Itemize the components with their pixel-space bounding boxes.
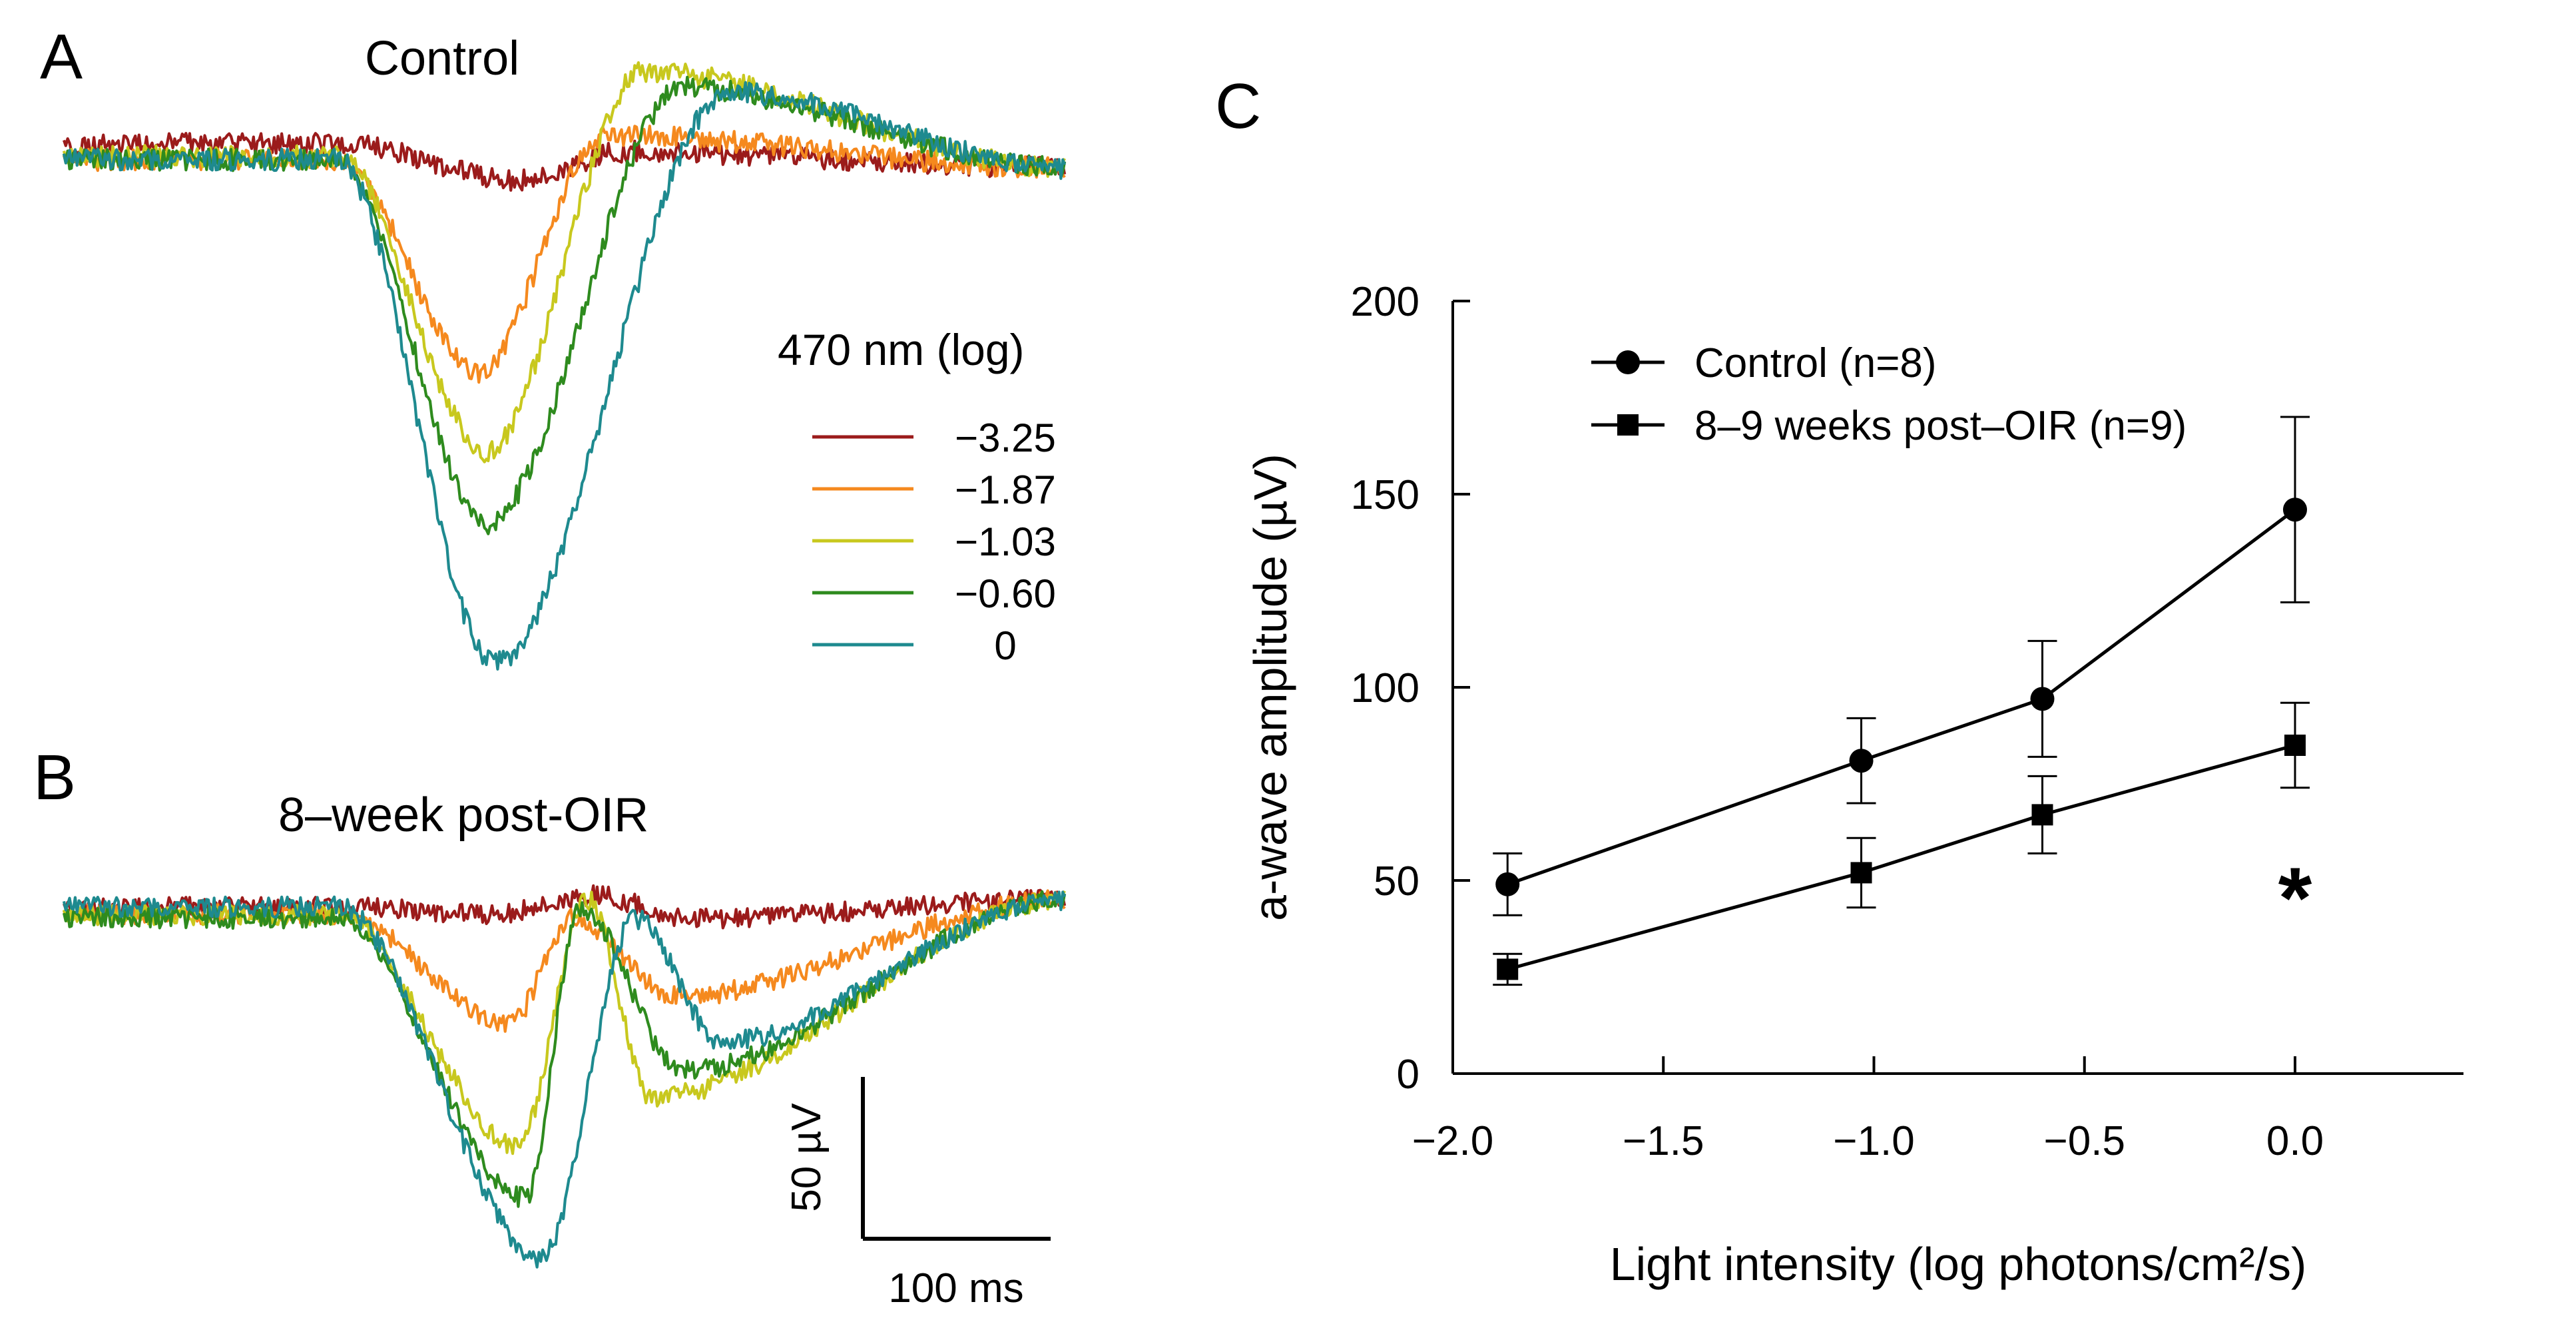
panel-b-traces	[62, 884, 1067, 1269]
x-tick-label: −2.0	[1412, 1118, 1493, 1164]
trace-b-0	[63, 884, 1067, 930]
significance-asterisk: *	[2278, 849, 2312, 946]
trace-b-4	[62, 890, 1067, 1269]
x-tick-label: −1.0	[1833, 1118, 1914, 1164]
data-point-1-2	[2031, 804, 2053, 826]
trace-a-3	[62, 75, 1067, 535]
trace-legend-label-3: −0.60	[955, 571, 1056, 616]
trace-legend-label-4: 0	[994, 623, 1016, 668]
trace-legend-label-0: −3.25	[955, 416, 1056, 460]
panel-c-letter: C	[1215, 71, 1261, 142]
scale-bar-horizontal-label: 100 ms	[888, 1265, 1023, 1311]
trace-a-4	[62, 81, 1067, 671]
trace-legend-label-2: −1.03	[955, 519, 1056, 564]
data-point-0-2	[2030, 687, 2055, 711]
trace-a-0	[63, 132, 1067, 192]
y-tick-label: 0	[1397, 1052, 1419, 1098]
series-line-1	[1507, 743, 2296, 971]
data-point-1-0	[1497, 958, 1519, 980]
panel-a-letter: A	[40, 21, 83, 93]
legend-marker-0	[1616, 350, 1640, 374]
x-axis-label: Light intensity (log photons/cm²/s)	[1610, 1238, 2307, 1290]
panel-a-traces	[62, 61, 1067, 671]
data-point-0-3	[2283, 498, 2307, 522]
data-point-1-3	[2284, 735, 2306, 756]
y-tick-label: 150	[1351, 472, 1419, 518]
y-axis-label: a-wave amplitude (µV)	[1244, 454, 1296, 921]
panel-b-letter: B	[33, 742, 76, 813]
y-tick-label: 50	[1374, 858, 1419, 904]
trace-legend: 470 nm (log) −3.25 −1.87 −1.03 −0.60 0	[778, 325, 1056, 668]
panel-c-chart: 0 50 100 150 200 −2.0 −1.5 −1.0 −0.5 0.0 a-wave am…	[1244, 279, 2463, 1290]
panel-b-title: 8–week post-OIR	[278, 789, 648, 842]
scale-bar-vertical-label: 50 µV	[784, 1103, 830, 1212]
y-tick-label: 200	[1351, 279, 1419, 325]
trace-legend-label-1: −1.87	[955, 468, 1056, 512]
x-tick-label: 0.0	[2266, 1118, 2324, 1164]
scale-bar: 50 µV 100 ms	[784, 1077, 1051, 1311]
x-tick-label: −0.5	[2044, 1118, 2125, 1164]
y-tick-label: 100	[1351, 665, 1419, 711]
x-tick-label: −1.5	[1623, 1118, 1704, 1164]
legend-marker-1	[1617, 414, 1639, 436]
trace-a-2	[62, 61, 1066, 464]
data-point-1-1	[1850, 862, 1872, 884]
panel-a-title: Control	[365, 32, 519, 85]
data-point-0-1	[1849, 749, 1874, 773]
series-line-0	[1507, 508, 2296, 886]
data-point-0-0	[1495, 872, 1520, 896]
legend-label-1: 8–9 weeks post–OIR (n=9)	[1694, 403, 2187, 449]
trace-legend-title: 470 nm (log)	[778, 325, 1025, 374]
trace-b-3	[62, 890, 1067, 1208]
legend-label-0: Control (n=8)	[1694, 340, 1937, 386]
